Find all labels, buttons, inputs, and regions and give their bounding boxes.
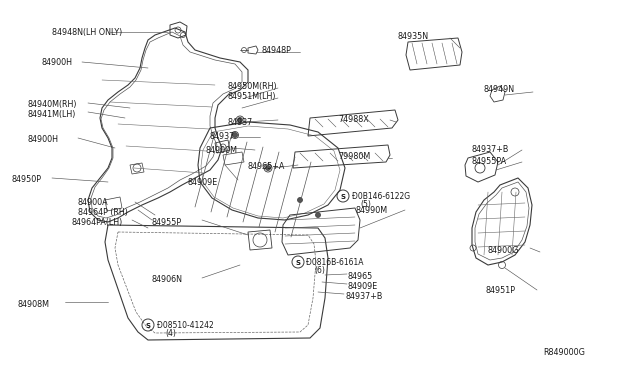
Text: (4): (4)	[165, 329, 176, 338]
Text: Ð08510-41242: Ð08510-41242	[157, 321, 214, 330]
Text: 84937+B: 84937+B	[472, 145, 509, 154]
Text: 84900H: 84900H	[42, 58, 73, 67]
Text: 84900A: 84900A	[78, 198, 109, 207]
Text: 84948N(LH ONLY): 84948N(LH ONLY)	[52, 28, 122, 37]
Text: (5): (5)	[360, 200, 371, 209]
Circle shape	[237, 118, 243, 122]
Text: S: S	[296, 260, 301, 266]
Text: 84955PA: 84955PA	[472, 157, 507, 166]
Text: R849000G: R849000G	[543, 348, 585, 357]
Text: 84955P: 84955P	[152, 218, 182, 227]
Text: 79980M: 79980M	[338, 152, 371, 161]
Text: 84949N: 84949N	[483, 85, 514, 94]
Text: 84909E: 84909E	[348, 282, 378, 291]
Text: (6): (6)	[314, 266, 325, 275]
Circle shape	[266, 166, 271, 170]
Circle shape	[298, 198, 303, 202]
Text: 84990M: 84990M	[355, 206, 387, 215]
Text: 84940M(RH): 84940M(RH)	[28, 100, 77, 109]
Text: S: S	[145, 323, 150, 329]
Text: 84948P: 84948P	[262, 46, 292, 55]
Text: 84965+A: 84965+A	[248, 162, 285, 171]
Text: 84900G: 84900G	[488, 246, 520, 255]
Circle shape	[232, 132, 237, 138]
Text: 84900M: 84900M	[205, 146, 237, 155]
Text: 84965: 84965	[348, 272, 373, 281]
Text: 84937: 84937	[210, 132, 236, 141]
Text: S: S	[340, 194, 346, 200]
Circle shape	[316, 212, 321, 218]
Text: 84908M: 84908M	[18, 300, 50, 309]
Text: 84941M(LH): 84941M(LH)	[28, 110, 76, 119]
Text: 84937: 84937	[228, 118, 253, 127]
Text: 74988X: 74988X	[338, 115, 369, 124]
Text: 84950P: 84950P	[12, 175, 42, 184]
Text: 84906N: 84906N	[152, 275, 183, 284]
Text: 84937+B: 84937+B	[345, 292, 382, 301]
Text: 84964P (RH): 84964P (RH)	[78, 208, 128, 217]
Text: 84950M(RH): 84950M(RH)	[228, 82, 278, 91]
Text: 84935N: 84935N	[398, 32, 429, 41]
Text: 84900H: 84900H	[28, 135, 59, 144]
Text: 84909E: 84909E	[188, 178, 218, 187]
Text: Ð0B146-6122G: Ð0B146-6122G	[352, 192, 410, 201]
Text: 84964PA(LH): 84964PA(LH)	[72, 218, 124, 227]
Text: Ð0816B-6161A: Ð0816B-6161A	[306, 258, 364, 267]
Text: 84951P: 84951P	[485, 286, 515, 295]
Text: 84951M(LH): 84951M(LH)	[228, 92, 276, 101]
